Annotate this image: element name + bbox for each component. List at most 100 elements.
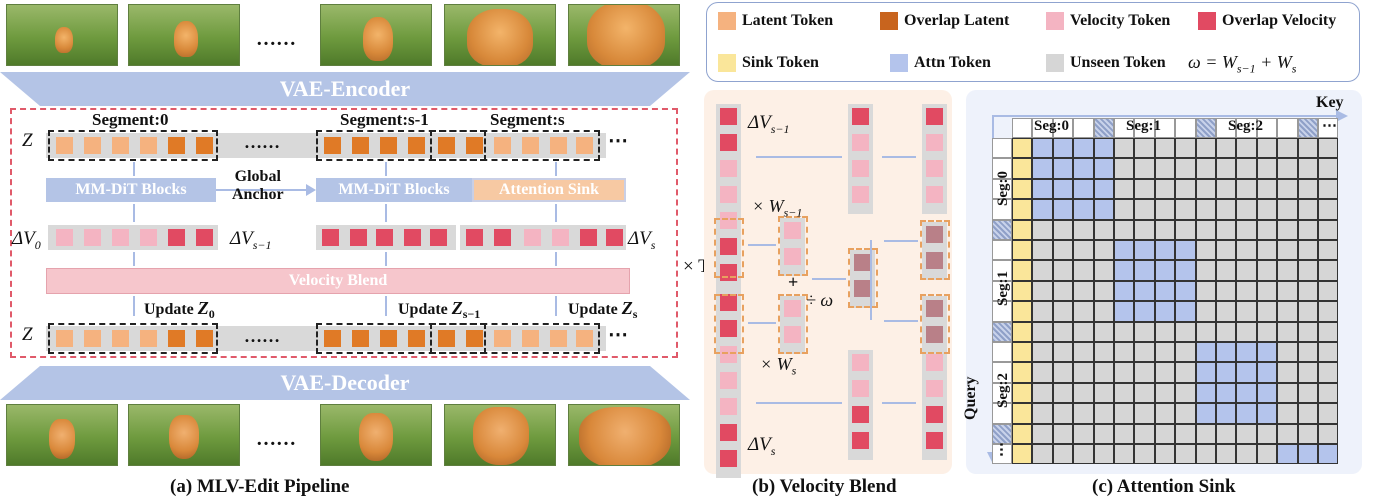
unseen-cell [1277, 423, 1298, 444]
overlap-box [920, 294, 950, 354]
blended-velocity-token [926, 226, 943, 243]
velocity-token [784, 248, 801, 265]
attn-cell [1277, 444, 1298, 465]
unseen-cell [1032, 342, 1053, 363]
unseen-cell [1073, 403, 1094, 424]
attn-cell [1256, 342, 1278, 363]
legend-latent: Latent Token [742, 12, 834, 29]
unseen-cell [1256, 280, 1278, 302]
unseen-cell [1134, 138, 1155, 159]
unseen-cell [1256, 178, 1278, 200]
attn-cell [1032, 138, 1053, 159]
overlap-velocity-token [350, 229, 367, 246]
sink-cell [1012, 403, 1033, 424]
unseen-cell [1073, 382, 1094, 404]
attn-cell [1154, 301, 1176, 322]
attn-cell [1175, 240, 1196, 261]
unseen-cell [1297, 382, 1318, 404]
segment-0-label: Segment:0 [92, 110, 169, 129]
legend-attn: Attn Token [914, 54, 991, 71]
unseen-cell [1032, 423, 1053, 444]
overlap-latent-token [168, 330, 185, 347]
overlap-velocity-token [926, 432, 943, 449]
attn-cell [1195, 362, 1216, 383]
attn-cell [1154, 260, 1176, 281]
arrow [884, 320, 918, 322]
key-dots: ⋯ [1322, 118, 1337, 134]
attn-cell [1297, 444, 1318, 465]
unseen-cell [1318, 219, 1339, 240]
overlap-velocity-token [168, 229, 185, 246]
unseen-cell [1073, 219, 1094, 240]
unseen-cell [1032, 219, 1053, 240]
unseen-cell [1277, 382, 1298, 404]
unseen-cell [1195, 301, 1216, 322]
segment-s-label: Segment:s [490, 110, 565, 129]
unseen-cell [1277, 260, 1298, 281]
overlap-velocity-token [720, 320, 737, 337]
dv0-label: ΔV0 [12, 228, 41, 252]
unseen-cell [1277, 362, 1298, 383]
arrow [756, 156, 842, 158]
unseen-cell [1032, 444, 1053, 465]
overlap-latent-token [168, 137, 185, 154]
latent-token [112, 137, 129, 154]
unseen-cell [1175, 362, 1196, 383]
key-header-cell [1256, 118, 1278, 138]
overlap-latent-token [466, 137, 483, 154]
overlap-latent-token [196, 330, 213, 347]
query-header-cell [992, 219, 1012, 240]
unseen-cell [1154, 158, 1176, 179]
unseen-cell [1114, 178, 1135, 200]
unseen-cell [1318, 260, 1339, 281]
unseen-cell [1032, 321, 1053, 342]
legend-latent-swatch [718, 12, 736, 30]
z-label-top: Z [22, 130, 33, 151]
unseen-cell [1093, 219, 1114, 240]
key-axis-arrow [992, 115, 1340, 117]
velocity-token [720, 346, 737, 363]
legend-overlap-velocity: Overlap Velocity [1222, 12, 1337, 29]
unseen-cell [1093, 444, 1114, 465]
velocity-token [524, 229, 541, 246]
key-header-cell [1277, 118, 1298, 138]
query-header-cell [992, 403, 1012, 424]
unseen-cell [1093, 280, 1114, 302]
unseen-cell [1318, 362, 1339, 383]
velocity-token [852, 186, 869, 203]
key-header-cell [1236, 118, 1257, 138]
latent-token [550, 137, 567, 154]
unseen-cell [1297, 178, 1318, 200]
unseen-cell [1073, 444, 1094, 465]
query-label: Query [962, 376, 979, 420]
legend-omega: ω = Ws−1 + Ws [1188, 52, 1297, 76]
output-frame-1 [6, 404, 118, 466]
attn-cell [1032, 158, 1053, 179]
velocity-token [720, 160, 737, 177]
unseen-cell [1318, 240, 1339, 261]
key-header-cell [1175, 118, 1196, 138]
unseen-cell [1216, 260, 1237, 281]
unseen-cell [1236, 219, 1257, 240]
overlap-velocity-token [720, 238, 737, 255]
legend-velocity: Velocity Token [1070, 12, 1171, 29]
unseen-cell [1073, 301, 1094, 322]
unseen-cell [1175, 342, 1196, 363]
unseen-cell [1093, 362, 1114, 383]
unseen-cell [1195, 280, 1216, 302]
legend-box [706, 2, 1360, 82]
latent-token [380, 330, 397, 347]
query-header-cell [992, 362, 1012, 383]
latent-token [140, 330, 157, 347]
unseen-cell [1052, 240, 1074, 261]
unseen-cell [1277, 199, 1298, 220]
key-header-cell [1216, 118, 1237, 138]
overlap-velocity-token [376, 229, 393, 246]
arrow [748, 322, 776, 324]
attn-cell [1216, 342, 1237, 363]
query-header-cell [992, 423, 1012, 444]
unseen-cell [1114, 362, 1135, 383]
overlap-velocity-token [720, 294, 737, 311]
overlap-latent-token [438, 330, 455, 347]
velocity-token [140, 229, 157, 246]
